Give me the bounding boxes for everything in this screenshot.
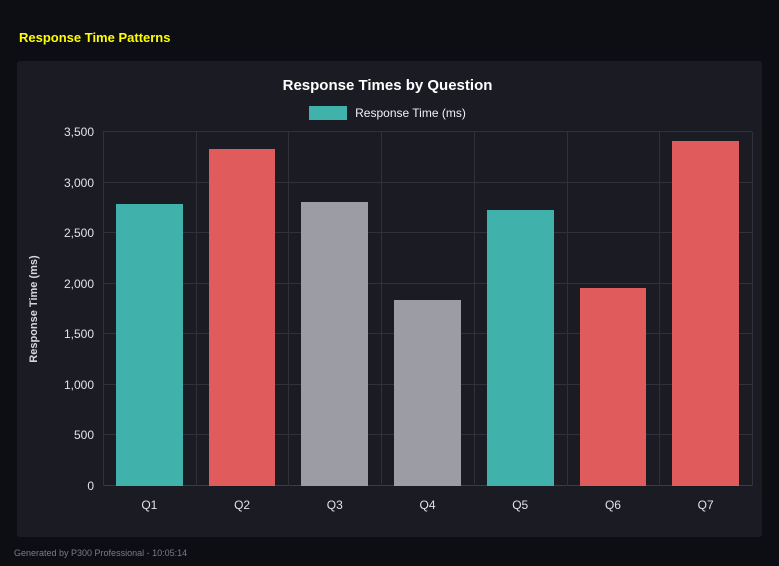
x-tick-label: Q2	[234, 498, 251, 512]
gridline-horizontal	[103, 181, 752, 183]
gridline-vertical	[103, 132, 104, 486]
plot-area	[103, 131, 753, 486]
gridline-vertical	[566, 132, 568, 486]
gridline-vertical	[195, 132, 197, 486]
bar-cell	[659, 132, 752, 486]
gridline-vertical	[473, 132, 475, 486]
gridline-horizontal	[103, 282, 752, 284]
footer-text: Generated by P300 Professional - 10:05:1…	[14, 548, 188, 558]
x-axis-labels: Q1 Q2 Q3 Q4 Q5 Q6 Q7	[103, 486, 752, 524]
y-tick-label: 1,500	[63, 327, 94, 342]
y-axis-ticks: 0 500 1,000 1,500 2,000 2,500 3,000 3,500	[45, 125, 103, 493]
gridline-vertical	[288, 132, 290, 486]
gridline-vertical	[659, 132, 661, 486]
chart-panel: Response Times by Question Response Time…	[17, 61, 762, 537]
y-tick-label: 500	[73, 428, 94, 443]
bars-container	[103, 132, 752, 486]
bar-cell	[567, 132, 660, 486]
gridline-vertical	[752, 132, 753, 486]
y-tick-label: 1,000	[63, 377, 94, 392]
bar-q4[interactable]	[394, 299, 461, 486]
y-axis-label: Response Time (ms)	[23, 132, 45, 486]
y-tick-label: 3,000	[63, 175, 94, 190]
bar-q6[interactable]	[579, 287, 647, 486]
bar-q7[interactable]	[672, 141, 740, 486]
y-tick-label: 2,500	[63, 226, 94, 241]
x-tick-label: Q6	[604, 498, 621, 512]
y-tick-label: 0	[87, 479, 94, 493]
x-tick-label: Q5	[512, 498, 529, 512]
bar-cell	[103, 132, 196, 486]
legend-label: Response Time (ms)	[355, 106, 466, 120]
x-tick-label: Q1	[141, 498, 158, 512]
bar-q3[interactable]	[301, 201, 369, 486]
bar-cell	[474, 132, 567, 486]
x-tick-label: Q7	[697, 498, 714, 512]
bar-cell	[381, 132, 474, 486]
page-title: Response Time Patterns	[19, 30, 171, 45]
gridline-vertical	[381, 132, 383, 486]
bar-q5[interactable]	[486, 209, 554, 486]
bar-q1[interactable]	[115, 203, 183, 486]
chart-title: Response Times by Question	[282, 77, 493, 94]
bar-q2[interactable]	[208, 149, 276, 486]
y-axis-label-text: Response Time (ms)	[28, 255, 40, 363]
x-tick-label: Q3	[326, 498, 343, 512]
bar-cell	[196, 132, 289, 486]
y-tick-label: 2,000	[63, 276, 94, 291]
bar-cell	[288, 132, 381, 486]
x-tick-label: Q4	[419, 498, 436, 512]
chart-legend[interactable]: Response Time (ms)	[23, 106, 752, 120]
gridline-horizontal	[103, 232, 752, 234]
gridline-horizontal	[103, 131, 752, 132]
legend-swatch	[309, 106, 348, 120]
y-tick-label: 3,500	[63, 125, 94, 139]
chart-body: Response Time (ms) 0 500 1,000 1,500 2,000 2,…	[23, 125, 753, 524]
